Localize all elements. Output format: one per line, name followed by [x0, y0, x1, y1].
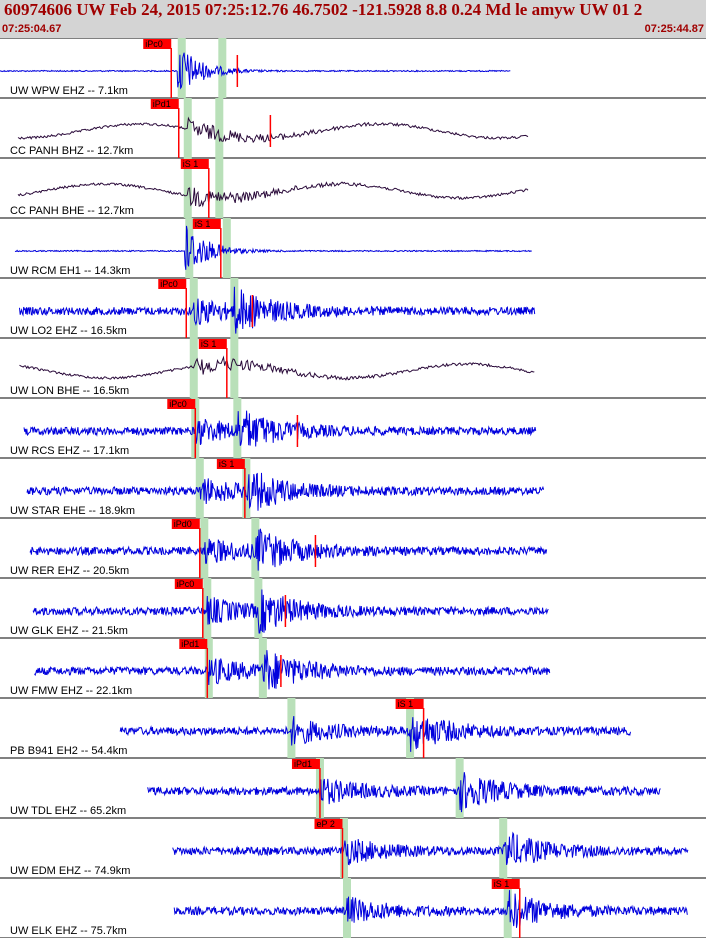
waveform-trace: [0, 52, 511, 90]
predicted-phase-band: [185, 218, 194, 278]
pick-tag: [216, 459, 245, 469]
station-label: UW RCS EHZ -- 17.1km: [10, 445, 129, 457]
station-label: CC PANH BHE -- 12.7km: [10, 205, 134, 217]
pick-tag-label: iPc0: [169, 399, 187, 409]
pick-tag: [171, 519, 200, 529]
predicted-phase-band: [183, 98, 192, 158]
predicted-phase-band: [215, 98, 224, 158]
waveform-trace: [147, 772, 661, 813]
trace-row: iPc0 UW LO2 EHZ -- 16.5km: [10, 278, 536, 338]
waveform-trace: [26, 472, 545, 511]
trace-row: iPc0 UW WPW EHZ -- 7.1km: [0, 38, 511, 98]
station-label: UW GLK EHZ -- 21.5km: [10, 625, 128, 637]
seismogram-panel: iPc0 UW WPW EHZ -- 7.1km iPd1 CC PANH BHZ -…: [0, 38, 706, 938]
predicted-phase-band: [218, 38, 227, 98]
trace-row: eP 2 UW EDM EHZ -- 74.9km: [10, 818, 689, 878]
predicted-phase-band: [222, 218, 231, 278]
trace-row: iPd1 CC PANH BHZ -- 12.7km: [10, 98, 529, 158]
predicted-phase-band: [254, 578, 263, 638]
pick-tag-label: iS 1: [183, 159, 199, 169]
trace-row: iPd0 UW RER EHZ -- 20.5km: [10, 518, 548, 578]
predicted-phase-band: [455, 758, 464, 818]
pick-tag: [179, 639, 208, 649]
waveform-trace: [173, 890, 688, 928]
pick-tag: [174, 579, 203, 589]
pick-tag: [143, 39, 172, 49]
pick-tag: [192, 219, 221, 229]
waveform-trace: [14, 225, 532, 270]
pick-tag-label: iPd1: [294, 759, 312, 769]
station-label: UW RCM EH1 -- 14.3km: [10, 265, 130, 277]
station-label: UW FMW EHZ -- 22.1km: [10, 685, 132, 697]
window-end-time: 07:25:44.87: [644, 23, 704, 35]
pick-tag-label: iPd1: [153, 99, 171, 109]
predicted-phase-band: [177, 38, 186, 98]
pick-tag-label: iPc0: [160, 279, 178, 289]
trace-row: iS 1 UW LON BHE -- 16.5km: [10, 338, 535, 398]
pick-tag-label: iS 1: [195, 219, 211, 229]
pick-tag: [395, 699, 424, 709]
trace-row: iPd1 UW TDL EHZ -- 65.2km: [10, 758, 661, 818]
pick-tag-label: eP 2: [316, 819, 334, 829]
predicted-phase-band: [215, 158, 224, 218]
station-label: UW TDL EHZ -- 65.2km: [10, 805, 126, 817]
station-label: CC PANH BHZ -- 12.7km: [10, 145, 133, 157]
pick-tag: [150, 99, 179, 109]
trace-row: iS 1 CC PANH BHE -- 12.7km: [10, 158, 529, 218]
predicted-phase-band: [242, 458, 251, 518]
pick-tag-label: iS 1: [398, 699, 414, 709]
waveform-trace: [172, 831, 689, 866]
trace-row: iPc0 UW RCS EHZ -- 17.1km: [10, 398, 537, 458]
station-label: PB B941 EH2 -- 54.4km: [10, 745, 127, 757]
predicted-phase-band: [287, 698, 296, 758]
waveform-trace: [17, 181, 529, 208]
station-label: UW LO2 EHZ -- 16.5km: [10, 325, 127, 337]
trace-row: iS 1 UW STAR EHE -- 18.9km: [10, 458, 545, 518]
station-label: UW RER EHZ -- 20.5km: [10, 565, 129, 577]
pick-tag-label: iPd0: [174, 519, 192, 529]
trace-row: iPd1 UW FMW EHZ -- 22.1km: [10, 638, 551, 698]
pick-tag: [314, 819, 343, 829]
pick-tag: [180, 159, 209, 169]
pick-tag: [291, 759, 320, 769]
waveform-trace: [19, 355, 535, 381]
trace-row: iS 1 UW ELK EHZ -- 75.7km: [10, 878, 688, 938]
waveform-trace: [19, 286, 536, 334]
waveform-trace: [34, 650, 551, 690]
pick-tag: [491, 879, 520, 889]
waveform-trace: [17, 116, 529, 144]
pick-tag-label: iPc0: [145, 39, 163, 49]
record-header: 60974606 UW Feb 24, 2015 07:25:12.76 46.…: [0, 0, 706, 38]
pick-tag-label: iPd1: [181, 639, 199, 649]
pick-tag-label: iS 1: [494, 879, 510, 889]
trace-row: iS 1 UW RCM EH1 -- 14.3km: [10, 218, 532, 278]
trace-row: iPc0 UW GLK EHZ -- 21.5km: [10, 578, 549, 638]
pick-tag-label: iS 1: [219, 459, 235, 469]
station-label: UW WPW EHZ -- 7.1km: [10, 85, 128, 97]
station-label: UW LON BHE -- 16.5km: [10, 385, 129, 397]
trace-row: iS 1 PB B941 EH2 -- 54.4km: [10, 698, 631, 758]
window-start-time: 07:25:04.67: [2, 23, 62, 35]
waveform-trace: [32, 589, 549, 634]
pick-tag-label: iS 1: [201, 339, 217, 349]
pick-tag: [158, 279, 187, 289]
pick-tag-label: iPc0: [177, 579, 195, 589]
station-label: UW STAR EHE -- 18.9km: [10, 505, 135, 517]
waveform-trace: [23, 410, 537, 447]
station-label: UW EDM EHZ -- 74.9km: [10, 865, 130, 877]
waveform-trace: [119, 716, 631, 752]
pick-tag: [198, 339, 227, 349]
predicted-phase-band: [406, 698, 415, 758]
predicted-phase-band: [230, 338, 239, 398]
predicted-phase-band: [183, 158, 192, 218]
waveform-trace: [29, 528, 548, 571]
pick-tag: [167, 399, 196, 409]
station-label: UW ELK EHZ -- 75.7km: [10, 925, 127, 937]
event-title: 60974606 UW Feb 24, 2015 07:25:12.76 46.…: [4, 0, 643, 19]
